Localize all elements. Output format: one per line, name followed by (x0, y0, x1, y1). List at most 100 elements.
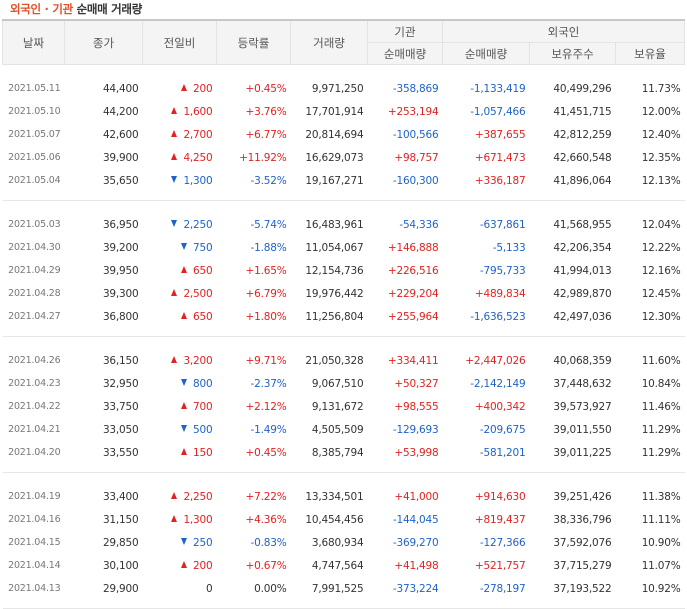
cell-close: 44,400 (65, 77, 143, 100)
header-frgn-hold: 보유주수 (529, 42, 616, 65)
arrow-up-icon (181, 560, 188, 568)
header-institution-group: 기관 (367, 19, 443, 43)
cell-close: 33,050 (65, 418, 143, 441)
cell-frgn-net: +400,342 (443, 395, 530, 418)
cell-volume-value: 16,629,073 (305, 151, 364, 164)
cell-rate-value: 0.00% (254, 582, 287, 595)
cell-frgn-hold: 41,451,715 (530, 100, 616, 123)
cell-volume-value: 19,167,271 (305, 174, 364, 187)
cell-close-value: 39,950 (102, 264, 139, 277)
cell-frgn-net: +671,473 (443, 146, 530, 169)
cell-frgn-net-value: +671,473 (474, 151, 526, 164)
cell-change-value: 2,250 (183, 490, 213, 503)
cell-rate-value: +2.12% (245, 400, 287, 413)
cell-change-value: 1,300 (183, 513, 213, 526)
cell-rate-value: +7.22% (245, 490, 287, 503)
cell-date-value: 2021.05.04 (8, 175, 61, 186)
cell-frgn-ratio: 10.92% (616, 577, 685, 600)
table-body: 2021.05.11 44,400 200 +0.45% 9,971,250 -358,8… (2, 65, 685, 609)
cell-rate: +2.12% (217, 395, 291, 418)
cell-frgn-net-value: -1,636,523 (470, 310, 526, 323)
cell-frgn-hold: 42,660,548 (530, 146, 616, 169)
cell-close-value: 36,950 (102, 218, 139, 231)
cell-inst-net-value: -129,693 (392, 423, 439, 436)
cell-inst-net-value: -369,270 (392, 536, 439, 549)
arrow-up-icon (181, 401, 188, 409)
cell-change: 0 (143, 577, 217, 600)
cell-volume: 11,054,067 (291, 236, 368, 259)
cell-frgn-net-value: +387,655 (474, 128, 526, 141)
cell-inst-net: -373,224 (368, 577, 443, 600)
cell-frgn-ratio-value: 12.35% (641, 151, 681, 164)
cell-frgn-hold: 42,206,354 (530, 236, 616, 259)
cell-date-value: 2021.04.29 (8, 265, 61, 276)
cell-change: 650 (143, 259, 217, 282)
cell-frgn-net-value: -209,675 (479, 423, 526, 436)
cell-change: 4,250 (143, 146, 217, 169)
cell-frgn-net-value: +521,757 (474, 559, 526, 572)
cell-frgn-net: +914,630 (443, 485, 530, 508)
cell-close: 36,150 (65, 349, 143, 372)
group-separator (2, 192, 685, 201)
cell-close-value: 39,300 (102, 287, 139, 300)
cell-volume: 21,050,328 (291, 349, 368, 372)
cell-close-value: 31,150 (102, 513, 139, 526)
cell-inst-net: -358,869 (368, 77, 443, 100)
cell-volume-value: 4,747,564 (311, 559, 364, 572)
cell-frgn-ratio: 12.40% (616, 123, 685, 146)
cell-change-value: 2,250 (183, 218, 213, 231)
cell-date-value: 2021.04.19 (8, 491, 61, 502)
cell-frgn-hold: 39,573,927 (530, 395, 616, 418)
cell-inst-net: +253,194 (368, 100, 443, 123)
arrow-up-icon (181, 83, 188, 91)
cell-date: 2021.04.19 (3, 485, 65, 508)
cell-date-value: 2021.05.06 (8, 152, 61, 163)
cell-close-value: 36,800 (102, 310, 139, 323)
cell-rate-value: +1.80% (245, 310, 287, 323)
cell-frgn-ratio: 10.90% (616, 531, 685, 554)
cell-frgn-ratio-value: 12.16% (641, 264, 681, 277)
cell-rate: 0.00% (217, 577, 291, 600)
cell-date: 2021.05.07 (3, 123, 65, 146)
cell-frgn-hold: 41,994,013 (530, 259, 616, 282)
cell-date-value: 2021.04.23 (8, 378, 61, 389)
cell-rate: +1.80% (217, 305, 291, 328)
cell-change-value: 700 (193, 400, 213, 413)
cell-close-value: 39,900 (102, 151, 139, 164)
cell-frgn-net-value: -2,142,149 (470, 377, 526, 390)
cell-date: 2021.04.28 (3, 282, 65, 305)
table-row: 2021.04.27 36,800 650 +1.80% 11,256,804 +255,… (3, 305, 685, 328)
cell-frgn-ratio: 12.45% (616, 282, 685, 305)
cell-date-value: 2021.04.20 (8, 447, 61, 458)
cell-frgn-hold: 42,989,870 (530, 282, 616, 305)
cell-volume-value: 16,483,961 (305, 218, 364, 231)
cell-frgn-net-value: +489,834 (474, 287, 526, 300)
cell-frgn-hold: 40,068,359 (530, 349, 616, 372)
cell-close-value: 33,400 (102, 490, 139, 503)
cell-close: 36,800 (65, 305, 143, 328)
cell-rate: +6.79% (217, 282, 291, 305)
cell-frgn-hold-value: 41,994,013 (553, 264, 612, 277)
cell-change: 700 (143, 395, 217, 418)
cell-volume-value: 20,814,694 (305, 128, 364, 141)
cell-date: 2021.05.10 (3, 100, 65, 123)
cell-change-value: 2,500 (183, 287, 213, 300)
header-date: 날짜 (2, 19, 65, 65)
table-row: 2021.05.06 39,900 4,250 +11.92% 16,629,073 +9… (3, 146, 685, 169)
table-row: 2021.04.28 39,300 2,500 +6.79% 19,976,442 +22… (3, 282, 685, 305)
cell-rate-value: -1.88% (250, 241, 287, 254)
cell-close-value: 44,200 (102, 105, 139, 118)
cell-change-value: 750 (193, 241, 213, 254)
cell-close: 32,950 (65, 372, 143, 395)
cell-date: 2021.04.21 (3, 418, 65, 441)
table-row: 2021.04.15 29,850 250 -0.83% 3,680,934 -369,2… (3, 531, 685, 554)
cell-frgn-hold: 42,497,036 (530, 305, 616, 328)
cell-rate-value: +6.79% (245, 287, 287, 300)
arrow-down-icon (181, 537, 188, 545)
cell-inst-net-value: +146,888 (387, 241, 439, 254)
cell-close-value: 33,050 (102, 423, 139, 436)
cell-frgn-ratio-value: 12.04% (641, 218, 681, 231)
cell-change: 3,200 (143, 349, 217, 372)
cell-inst-net: +229,204 (368, 282, 443, 305)
cell-frgn-ratio: 12.30% (616, 305, 685, 328)
